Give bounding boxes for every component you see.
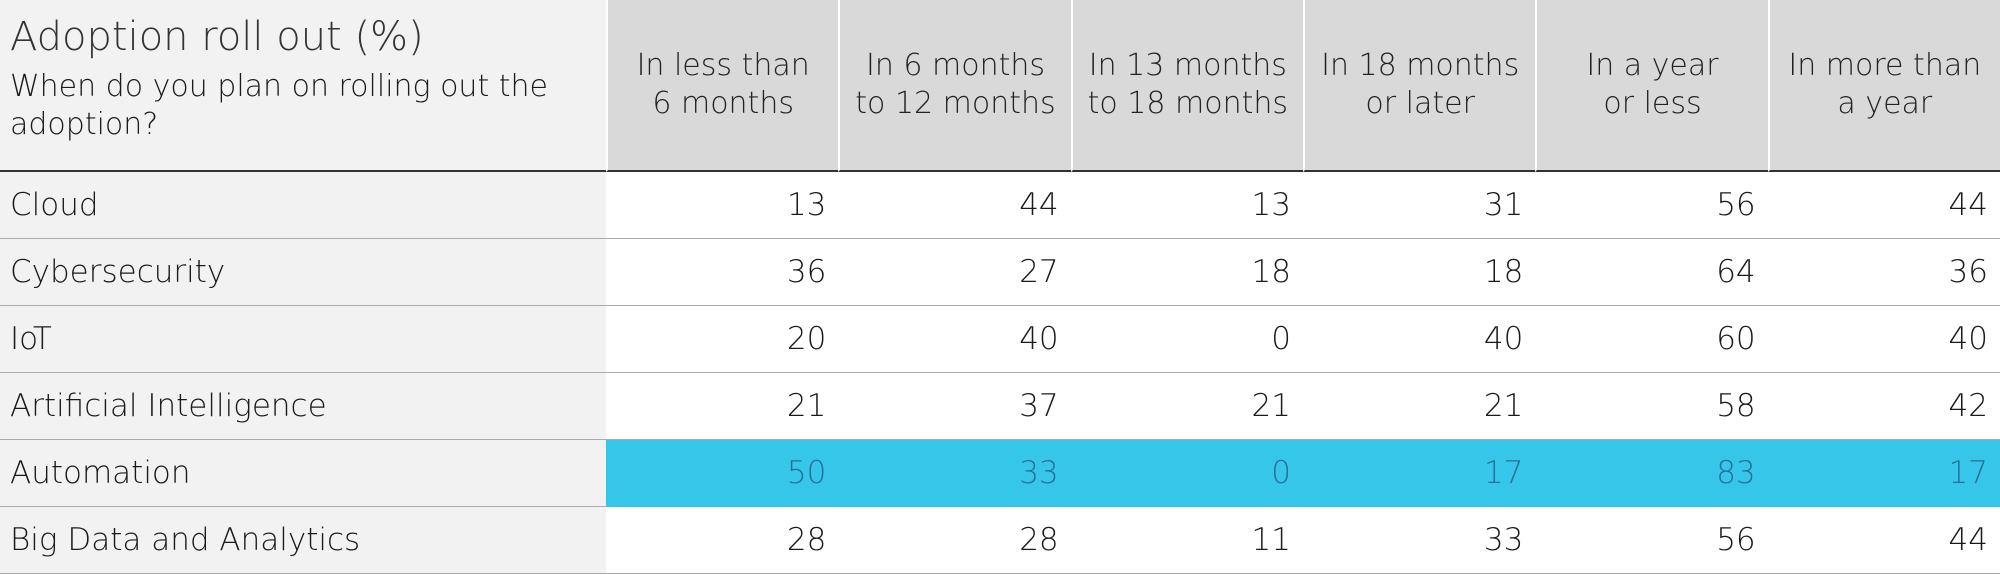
cell-value: 58	[1535, 373, 1768, 440]
cell-value: 21	[606, 373, 839, 440]
column-header-line: to 18 months	[1087, 86, 1288, 121]
cell-value: 18	[1070, 239, 1303, 306]
column-header-line: In less than	[636, 48, 810, 83]
cell-value: 28	[838, 507, 1071, 574]
column-header-line: a year	[1837, 86, 1933, 121]
table-subtitle: When do you plan on rolling out the adop…	[10, 69, 548, 142]
cell-value: 11	[1070, 507, 1303, 574]
column-header-line: In 18 months	[1321, 48, 1520, 83]
cell-value: 44	[1767, 507, 2000, 574]
cell-value: 56	[1535, 172, 1768, 239]
table-corner: Adoption roll out (%) When do you plan o…	[0, 0, 606, 172]
column-header-line: to 12 months	[855, 86, 1056, 121]
cell-value: 27	[838, 239, 1071, 306]
column-header-line: In a year	[1586, 48, 1719, 83]
cell-value: 60	[1535, 306, 1768, 373]
table-title: Adoption roll out (%)	[10, 14, 424, 60]
cell-value: 28	[606, 507, 839, 574]
row-label: Cloud	[0, 172, 606, 239]
cell-value: 42	[1767, 373, 2000, 440]
cell-value: 33	[838, 440, 1071, 507]
cell-value: 44	[1767, 172, 2000, 239]
column-header: In less than 6 months	[606, 0, 839, 172]
column-header: In 18 months or later	[1302, 0, 1536, 172]
column-header: In more than a year	[1767, 0, 2000, 172]
column-header-line: In more than	[1788, 48, 1982, 83]
column-header-line: or later	[1365, 86, 1475, 121]
cell-value: 17	[1767, 440, 2000, 507]
row-label: Artificial Intelligence	[0, 373, 606, 440]
cell-value: 40	[1302, 306, 1536, 373]
cell-value: 0	[1070, 440, 1303, 507]
column-header: In 13 months to 18 months	[1070, 0, 1303, 172]
row-label: Cybersecurity	[0, 239, 606, 306]
row-label: IoT	[0, 306, 606, 373]
cell-value: 50	[606, 440, 839, 507]
cell-value: 33	[1302, 507, 1536, 574]
cell-value: 40	[838, 306, 1071, 373]
cell-value: 36	[606, 239, 839, 306]
cell-value: 64	[1535, 239, 1768, 306]
cell-value: 40	[1767, 306, 2000, 373]
column-header-line: 6 months	[652, 86, 794, 121]
cell-value: 0	[1070, 306, 1303, 373]
cell-value: 44	[838, 172, 1071, 239]
column-header-line: In 13 months	[1088, 48, 1287, 83]
cell-value: 17	[1302, 440, 1536, 507]
column-header: In a year or less	[1535, 0, 1768, 172]
row-label: Big Data and Analytics	[0, 507, 606, 574]
cell-value: 13	[1070, 172, 1303, 239]
cell-value: 37	[838, 373, 1071, 440]
cell-value: 20	[606, 306, 839, 373]
column-header-line: or less	[1603, 86, 1702, 121]
cell-value: 56	[1535, 507, 1768, 574]
cell-value: 13	[606, 172, 839, 239]
cell-value: 21	[1070, 373, 1303, 440]
cell-value: 21	[1302, 373, 1536, 440]
cell-value: 36	[1767, 239, 2000, 306]
cell-value: 83	[1535, 440, 1768, 507]
column-header-line: In 6 months	[865, 48, 1045, 83]
column-header: In 6 months to 12 months	[838, 0, 1071, 172]
row-label: Automation	[0, 440, 606, 507]
cell-value: 31	[1302, 172, 1536, 239]
cell-value: 18	[1302, 239, 1536, 306]
